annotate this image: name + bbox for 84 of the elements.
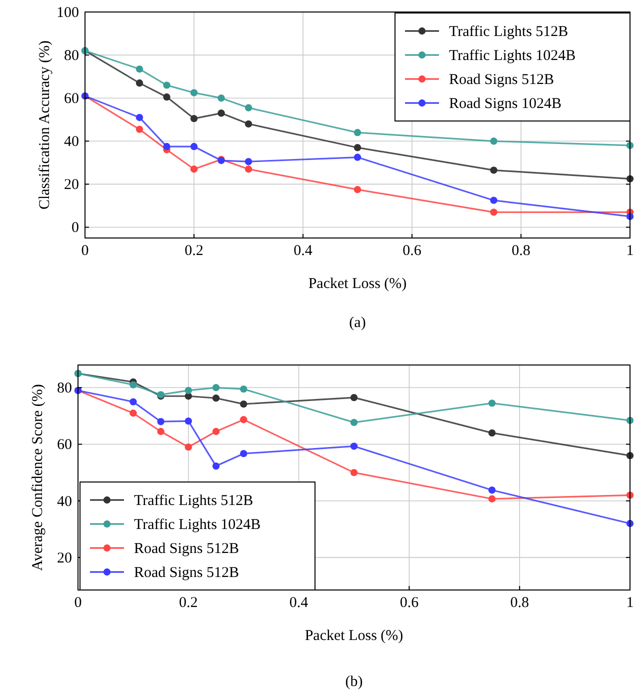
point [490, 166, 498, 174]
point [190, 114, 198, 122]
point [244, 120, 252, 128]
point [244, 104, 252, 112]
legend-label: Road Signs 512B [449, 72, 554, 88]
point [130, 381, 137, 388]
point [136, 126, 144, 133]
point [488, 429, 496, 437]
legend-label: Road Signs 512B [134, 541, 240, 557]
point [240, 450, 248, 458]
x-tick-label: 0.2 [184, 243, 204, 259]
x-tick-label: 0.4 [289, 595, 309, 611]
point [218, 94, 225, 102]
point [163, 93, 170, 101]
point [488, 495, 496, 502]
y-tick-label: 40 [57, 494, 72, 510]
point [136, 79, 144, 87]
point [212, 428, 220, 436]
point [157, 428, 164, 436]
point [240, 400, 248, 408]
x-tick-label: 0.8 [510, 595, 529, 611]
point [190, 166, 198, 173]
x-axis-title: Packet Loss (%) [308, 276, 407, 292]
legend-label: Traffic Lights 1024B [134, 517, 261, 533]
legend-label: Road Signs 512B [134, 565, 240, 581]
point [240, 385, 248, 393]
point [212, 394, 220, 402]
x-tick-label: 0.8 [512, 243, 530, 259]
point [184, 386, 192, 394]
point [212, 462, 220, 470]
point [218, 110, 225, 117]
point [136, 65, 144, 73]
point [490, 196, 498, 204]
point [490, 208, 498, 216]
point [130, 410, 137, 417]
x-tick-label: 0.6 [402, 243, 422, 259]
y-tick-label: 60 [57, 437, 72, 454]
x-axis-title: Packet Loss (%) [304, 628, 404, 644]
text: (b) [345, 674, 363, 690]
x-tick-label: 1 [626, 595, 634, 611]
point [184, 417, 192, 425]
y-tick-label: 60 [64, 91, 79, 108]
point [136, 114, 144, 122]
point [350, 418, 358, 426]
y-tick-label: 20 [57, 550, 72, 566]
point [163, 82, 170, 89]
point [244, 158, 252, 166]
point [490, 138, 498, 145]
y-tick-label: 100 [56, 5, 79, 21]
y-tick-label: 0 [72, 220, 79, 236]
point [354, 144, 362, 152]
x-tick-label: 0 [81, 243, 89, 259]
text: (a) [349, 315, 366, 331]
legend-label: Traffic Lights 512B [134, 493, 254, 509]
point [350, 394, 358, 402]
point [240, 416, 248, 424]
point [350, 468, 358, 476]
point [350, 442, 358, 450]
point [130, 398, 137, 406]
point [190, 142, 198, 150]
x-tick-label: 0.6 [400, 595, 420, 611]
point [354, 186, 362, 194]
x-tick-label: 0.2 [179, 595, 198, 611]
legend-label: Traffic Lights 512B [449, 24, 568, 40]
y-axis-title: Average Confidence Score (%) [30, 384, 46, 571]
y-axis-title: Classification Accuracy (%) [37, 40, 53, 210]
legend-label: Traffic Lights 1024B [449, 48, 576, 64]
x-tick-label: 0.4 [294, 243, 313, 259]
y-tick-label: 80 [64, 48, 79, 64]
y-tick-label: 80 [57, 380, 72, 397]
point [354, 128, 362, 136]
legend-label: Road Signs 1024B [449, 96, 562, 112]
point [190, 89, 198, 96]
point [244, 166, 252, 173]
point [354, 154, 362, 161]
point [163, 142, 170, 150]
y-tick-label: 20 [64, 177, 79, 194]
x-tick-label: 1 [626, 243, 634, 259]
point [212, 384, 220, 392]
point [184, 443, 192, 451]
point [488, 400, 496, 407]
point [488, 486, 496, 494]
y-tick-label: 40 [64, 134, 79, 150]
point [157, 418, 164, 426]
